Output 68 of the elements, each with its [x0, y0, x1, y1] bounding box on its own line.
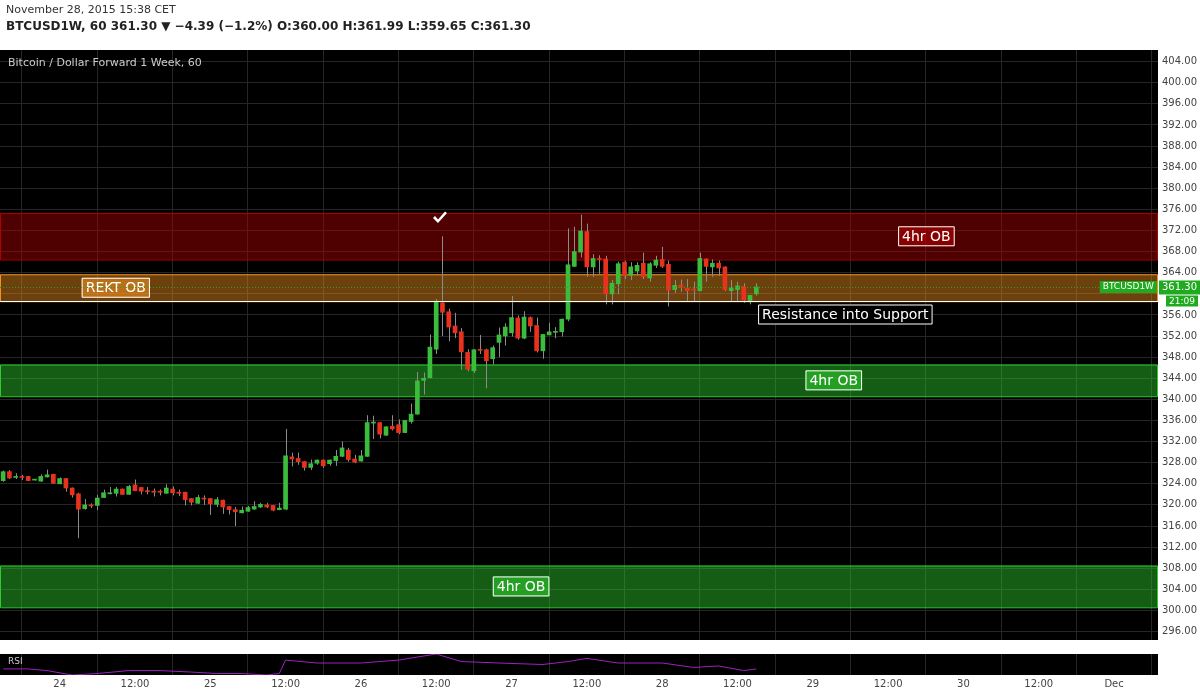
candlestick [641, 252, 646, 280]
candlestick [477, 334, 483, 355]
x-tick-label: 12:00 [572, 677, 602, 689]
text: Bitcoin / Dollar Forward 1 Week, 60 [8, 56, 202, 70]
y-tick-label: 304.00 [1162, 582, 1197, 594]
y-tick-label: 340.00 [1162, 392, 1197, 404]
ref-line-label: 361.30 [1162, 281, 1197, 293]
y-tick-label: 296.00 [1162, 625, 1197, 637]
candlestick [515, 314, 521, 341]
y-tick-label: 356.00 [1162, 308, 1197, 320]
y-tick-label: 328.00 [1162, 456, 1197, 468]
text: November 28, 2015 15:38 CET [6, 2, 177, 18]
band-label: 4hr OB [902, 227, 951, 244]
annotation: BTCUSD1W [1102, 281, 1155, 292]
candlestick [233, 506, 238, 527]
candlestick [458, 327, 464, 371]
y-tick-label: 300.00 [1162, 604, 1197, 616]
y-tick-label: 376.00 [1162, 202, 1197, 214]
chart-subtitle: BTCUSD1W, 60 361.30 ▼ −4.39 (−1.2%) O:360.00 H:361.99 L:359.65 C:361.30 [6, 18, 531, 34]
chart-title: RSI [8, 655, 23, 666]
text: 21:09 [1169, 295, 1196, 306]
candlestick [465, 348, 470, 372]
y-tick-label: 312.00 [1162, 540, 1197, 552]
ref-line-label: Resistance into Support [762, 306, 930, 323]
candlestick [615, 261, 621, 295]
candlestick [622, 260, 627, 280]
x-tick-label: 28 [655, 677, 669, 689]
candlestick [484, 348, 489, 389]
y-tick-label: 368.00 [1162, 245, 1197, 257]
x-tick-label: 12:00 [271, 677, 300, 689]
y-tick-label: 388.00 [1162, 139, 1197, 151]
y-tick-label: 380.00 [1162, 181, 1197, 193]
y-tick-label: 316.00 [1162, 519, 1197, 531]
band-label: 4hr OB [809, 372, 859, 388]
x-tick-label: 26 [354, 677, 368, 689]
x-tick-label: 30 [957, 677, 970, 689]
x-tick-label: 12:00 [723, 677, 752, 689]
y-tick-label: 324.00 [1162, 477, 1197, 489]
y-tick-label: 396.00 [1162, 97, 1197, 109]
x-tick-label: 12:00 [873, 677, 903, 689]
y-tick-label: 308.00 [1162, 561, 1197, 573]
x-tick-label: 24 [53, 677, 66, 689]
x-tick-label: 25 [203, 677, 217, 689]
candlestick [421, 371, 426, 396]
candlestick [659, 246, 665, 269]
y-tick-label: 348.00 [1162, 350, 1197, 362]
y-tick-label: 320.00 [1162, 498, 1197, 510]
candlestick [490, 345, 496, 366]
y-tick-label: 372.00 [1162, 224, 1197, 236]
x-tick-label: 27 [505, 677, 518, 689]
y-tick-label: 364.00 [1162, 266, 1197, 278]
y-tick-label: 344.00 [1162, 371, 1197, 383]
y-tick-label: 336.00 [1162, 414, 1197, 426]
x-tick-label: 12:00 [120, 677, 150, 689]
x-tick-label: Dec [1104, 677, 1124, 689]
x-tick-label: 12:00 [1024, 677, 1054, 689]
y-tick-label: 404.00 [1162, 55, 1197, 67]
y-tick-label: 384.00 [1162, 160, 1197, 172]
x-tick-label: 12:00 [421, 677, 451, 689]
x-tick-label: 29 [806, 677, 820, 689]
y-tick-label: 392.00 [1162, 118, 1197, 130]
y-tick-label: 352.00 [1162, 329, 1197, 341]
candlestick [647, 261, 652, 283]
y-tick-label: 400.00 [1162, 76, 1197, 88]
y-tick-label: 332.00 [1162, 435, 1197, 447]
band-label: 4hr OB [496, 578, 546, 595]
candlestick [741, 282, 747, 304]
band-label: REKT OB [85, 279, 146, 296]
